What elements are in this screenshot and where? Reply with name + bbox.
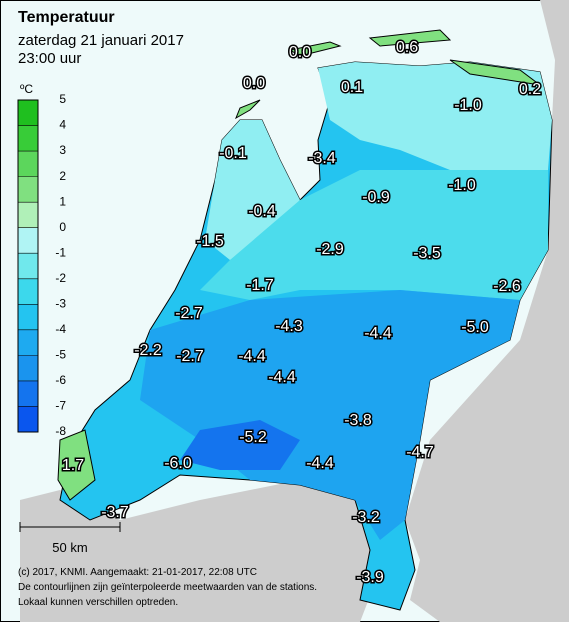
legend-tick-label: -7: [55, 399, 66, 413]
legend-tick-label: -5: [55, 348, 66, 362]
station-value: 0.2: [519, 81, 541, 98]
legend-tick-label: 3: [59, 143, 66, 157]
zone-mid: [200, 170, 548, 300]
station-value: -4.3: [275, 318, 303, 335]
legend-band: [18, 278, 38, 305]
station-value: -4.7: [406, 444, 434, 461]
station-value: -4.4: [268, 369, 296, 386]
station-value: -3.5: [413, 245, 441, 262]
legend-band: [18, 406, 38, 432]
title: Temperatuur: [18, 9, 115, 26]
legend-band: [18, 380, 38, 407]
station-value: -2.7: [176, 348, 204, 365]
legend-band: [18, 100, 38, 126]
unit: ºC: [20, 82, 33, 96]
station-value: -1.0: [448, 177, 476, 194]
islands: [235, 29, 541, 120]
legend-tick-label: 1: [59, 194, 66, 208]
station-value: -1.0: [454, 97, 482, 114]
station-value: -3.4: [308, 150, 336, 167]
station-value: -2.2: [134, 342, 162, 359]
legend-band: [18, 253, 38, 279]
station-value: 0.1: [341, 79, 363, 96]
station-value: -2.7: [175, 305, 203, 322]
legend-tick-label: -2: [55, 271, 66, 285]
zone-cold: [180, 420, 300, 470]
station-value: -2.9: [316, 241, 344, 258]
date: zaterdag 21 januari 2017: [18, 32, 184, 49]
legend-tick-label: -8: [55, 424, 66, 438]
zone-warm: [57, 429, 96, 501]
station-value: -4.4: [238, 348, 266, 365]
legend-tick-label: 5: [59, 92, 66, 106]
station-value: -6.0: [164, 455, 192, 472]
station-value: 0.0: [243, 75, 265, 92]
legend-band: [18, 202, 38, 228]
germany: [405, 0, 569, 622]
legend-band: [18, 227, 38, 254]
stations: 0.0 0.6 0.0 0.1 -1.0 0.2 -0.1 -3.4 -1.0 -0.9 -0.4 -…: [60, 38, 542, 588]
station-value: 1.7: [62, 457, 84, 474]
station-value: 0.0: [289, 44, 311, 61]
station-value: -4.4: [306, 455, 334, 472]
legend-band: [18, 329, 38, 356]
time: 23:00 uur: [18, 50, 81, 67]
legend-tick-label: -1: [55, 245, 66, 259]
legend-band: [18, 151, 38, 177]
footer-line: (c) 2017, KNMI. Aangemaakt: 21-01-2017, …: [18, 567, 257, 578]
legend-tick-label: -4: [55, 322, 66, 336]
station-value: -1.5: [196, 233, 224, 250]
station-value: -0.1: [219, 145, 247, 162]
station-value: -1.7: [246, 277, 274, 294]
zone-south: [140, 290, 520, 540]
legend-tick-label: -3: [55, 296, 66, 310]
legend-tick-label: 0: [59, 220, 66, 234]
legend-band: [18, 304, 38, 330]
footer-line: Lokaal kunnen verschillen optreden.: [18, 597, 178, 608]
station-value: -0.4: [248, 203, 276, 220]
legend-tick-label: -6: [55, 373, 66, 387]
station-value: -5.2: [239, 429, 267, 446]
legend-tick-label: 2: [59, 169, 66, 183]
station-value: -4.4: [364, 325, 392, 342]
station-value: -3.9: [356, 569, 384, 586]
legend-band: [18, 355, 38, 381]
legend-band: [18, 176, 38, 203]
station-value: 0.6: [396, 39, 418, 56]
legend-band: [18, 125, 38, 152]
station-value: -3.7: [101, 504, 129, 521]
station-value: -5.0: [461, 319, 489, 336]
footer-line: De contourlijnen zijn geïnterpoleerde me…: [18, 582, 317, 593]
zone-north: [318, 62, 552, 170]
station-value: -3.8: [344, 412, 372, 429]
station-value: -2.6: [493, 278, 521, 295]
legend-tick-label: 4: [59, 118, 66, 132]
scale-label: 50 km: [52, 540, 87, 555]
station-value: -0.9: [362, 189, 390, 206]
belgium: [20, 470, 390, 622]
legend: 5 4 3 2 1 0 -1 -2 -3 -4 -5 -6 -7 -8: [17, 92, 66, 438]
station-value: -3.2: [352, 509, 380, 526]
